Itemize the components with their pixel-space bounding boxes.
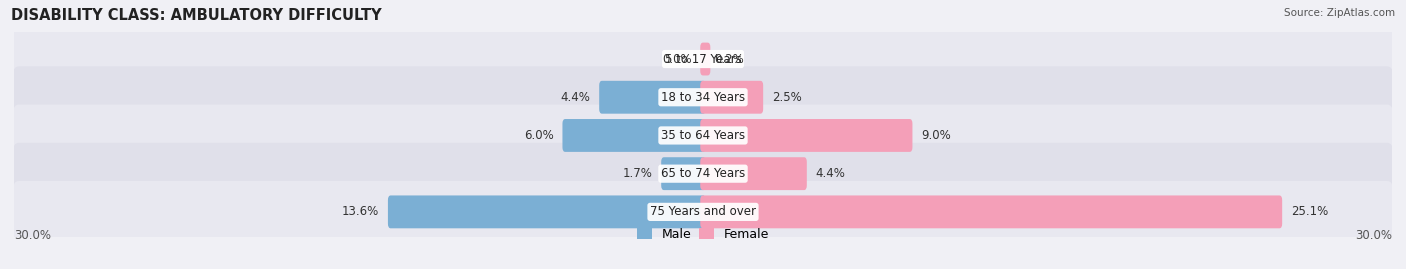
Text: 2.5%: 2.5%	[772, 91, 801, 104]
Text: 25.1%: 25.1%	[1291, 205, 1329, 218]
FancyBboxPatch shape	[13, 181, 1393, 243]
FancyBboxPatch shape	[661, 157, 706, 190]
Text: Source: ZipAtlas.com: Source: ZipAtlas.com	[1284, 8, 1395, 18]
FancyBboxPatch shape	[13, 66, 1393, 128]
Text: 4.4%: 4.4%	[561, 91, 591, 104]
Text: 1.7%: 1.7%	[623, 167, 652, 180]
Text: 18 to 34 Years: 18 to 34 Years	[661, 91, 745, 104]
Text: 0.0%: 0.0%	[662, 52, 692, 66]
FancyBboxPatch shape	[599, 81, 706, 114]
FancyBboxPatch shape	[700, 157, 807, 190]
FancyBboxPatch shape	[13, 143, 1393, 204]
FancyBboxPatch shape	[700, 196, 1282, 228]
Text: DISABILITY CLASS: AMBULATORY DIFFICULTY: DISABILITY CLASS: AMBULATORY DIFFICULTY	[11, 8, 382, 23]
Legend: Male, Female: Male, Female	[637, 228, 769, 241]
Text: 6.0%: 6.0%	[524, 129, 554, 142]
Text: 0.2%: 0.2%	[714, 52, 744, 66]
Text: 4.4%: 4.4%	[815, 167, 845, 180]
FancyBboxPatch shape	[388, 196, 706, 228]
FancyBboxPatch shape	[700, 81, 763, 114]
FancyBboxPatch shape	[13, 105, 1393, 166]
FancyBboxPatch shape	[562, 119, 706, 152]
Text: 30.0%: 30.0%	[1355, 229, 1392, 242]
Text: 65 to 74 Years: 65 to 74 Years	[661, 167, 745, 180]
Text: 30.0%: 30.0%	[14, 229, 51, 242]
Text: 9.0%: 9.0%	[921, 129, 950, 142]
Text: 75 Years and over: 75 Years and over	[650, 205, 756, 218]
Text: 13.6%: 13.6%	[342, 205, 380, 218]
FancyBboxPatch shape	[13, 28, 1393, 90]
FancyBboxPatch shape	[700, 119, 912, 152]
Text: 5 to 17 Years: 5 to 17 Years	[665, 52, 741, 66]
Text: 35 to 64 Years: 35 to 64 Years	[661, 129, 745, 142]
FancyBboxPatch shape	[700, 43, 710, 76]
